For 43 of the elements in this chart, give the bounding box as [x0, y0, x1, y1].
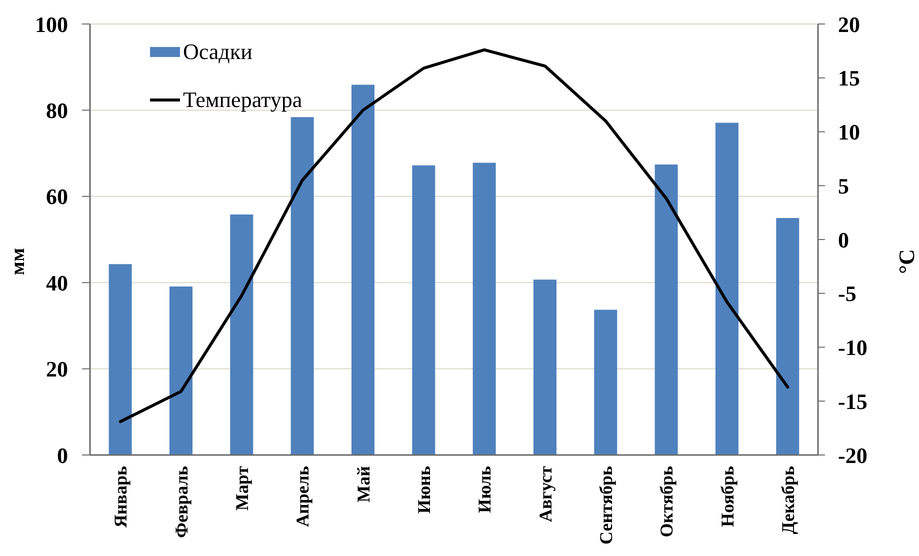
y2-tick-label: -10 — [838, 335, 868, 360]
bar — [776, 218, 800, 455]
x-tick-label: Июль — [474, 466, 495, 513]
y2-tick-label: 10 — [838, 120, 860, 145]
x-tick-label: Апрель — [292, 466, 313, 527]
y-tick-label: 20 — [46, 356, 68, 382]
x-tick-label: Февраль — [171, 466, 192, 538]
x-tick-label: Август — [535, 466, 556, 522]
y-axis-title: мм — [7, 248, 29, 276]
x-tick-label: Ноябрь — [717, 466, 738, 527]
x-tick-label: Сентябрь — [596, 466, 616, 544]
legend-label: Температура — [183, 87, 302, 112]
y-tick-label: 0 — [57, 442, 68, 468]
bar — [230, 214, 254, 455]
bar — [290, 117, 314, 455]
x-tick-label: Октябрь — [656, 466, 677, 538]
y2-tick-label: 5 — [838, 173, 849, 198]
y2-tick-label: -20 — [838, 442, 868, 468]
bar — [533, 280, 556, 455]
y2-tick-label: 0 — [838, 227, 849, 252]
x-tick-label: Январь — [110, 466, 131, 528]
y2-axis-title: °C — [894, 249, 918, 274]
x-tick-label: Май — [353, 466, 374, 502]
y-tick-label: 100 — [35, 12, 68, 37]
x-tick-label: Декабрь — [778, 466, 798, 534]
y2-tick-label: -15 — [838, 388, 868, 414]
bar — [715, 122, 738, 455]
y-tick-label: 60 — [46, 184, 68, 210]
y-tick-label: 40 — [46, 270, 68, 296]
y2-tick-label: 20 — [838, 12, 860, 37]
bar — [654, 164, 678, 455]
x-tick-label: Июнь — [414, 466, 434, 514]
bar — [169, 286, 192, 455]
y-tick-label: 80 — [46, 98, 68, 124]
y2-tick-label: 15 — [838, 66, 860, 91]
y2-tick-label: -5 — [838, 281, 856, 306]
bar — [472, 162, 496, 455]
bar — [412, 165, 436, 455]
bar — [108, 264, 132, 455]
x-tick-label: Март — [232, 466, 252, 511]
legend-label: Осадки — [183, 39, 252, 64]
bar — [594, 310, 618, 455]
bar — [351, 84, 374, 455]
